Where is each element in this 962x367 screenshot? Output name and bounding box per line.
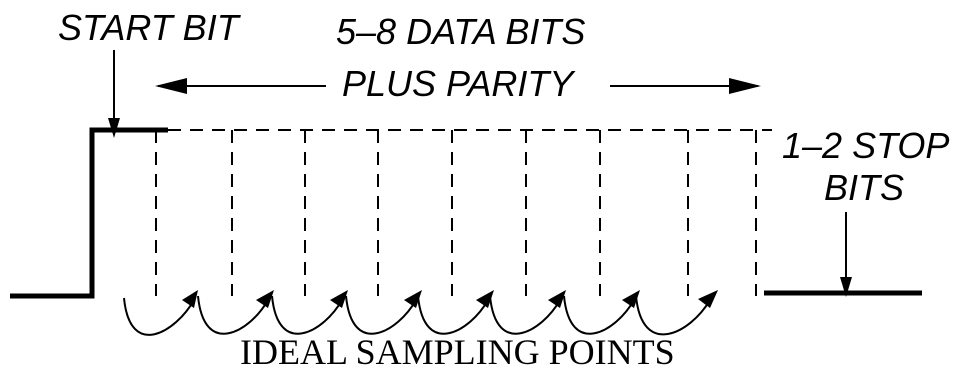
sampling-arrow-6 xyxy=(489,295,561,335)
signal-waveform xyxy=(10,127,922,299)
sampling-arrow-2 xyxy=(197,295,269,335)
sampling-arrow-8 xyxy=(635,295,711,336)
stop-bits-pointer-arrow xyxy=(840,212,852,297)
start-bit-label: START BIT xyxy=(58,7,242,48)
sampling-arrow-7 xyxy=(563,295,635,335)
signal-idle-and-start xyxy=(10,127,168,299)
start-bit-pointer-arrow xyxy=(108,50,120,138)
sampling-arrow-1 xyxy=(123,297,195,336)
sampling-arrow-3 xyxy=(271,295,343,335)
sampling-arrow-5 xyxy=(417,295,489,335)
stop-bits-label-line1: 1–2 STOP xyxy=(782,125,949,166)
stop-bits-label-line2: BITS xyxy=(824,167,904,208)
data-bits-label-line1: 5–8 DATA BITS xyxy=(336,11,585,52)
sampling-points-label: IDEAL SAMPLING POINTS xyxy=(240,332,675,367)
data-bits-span-arrow xyxy=(155,78,761,94)
sampling-arrows xyxy=(123,290,718,336)
sampling-arrow-4 xyxy=(345,295,417,335)
data-bits-label-line2: PLUS PARITY xyxy=(342,63,576,104)
